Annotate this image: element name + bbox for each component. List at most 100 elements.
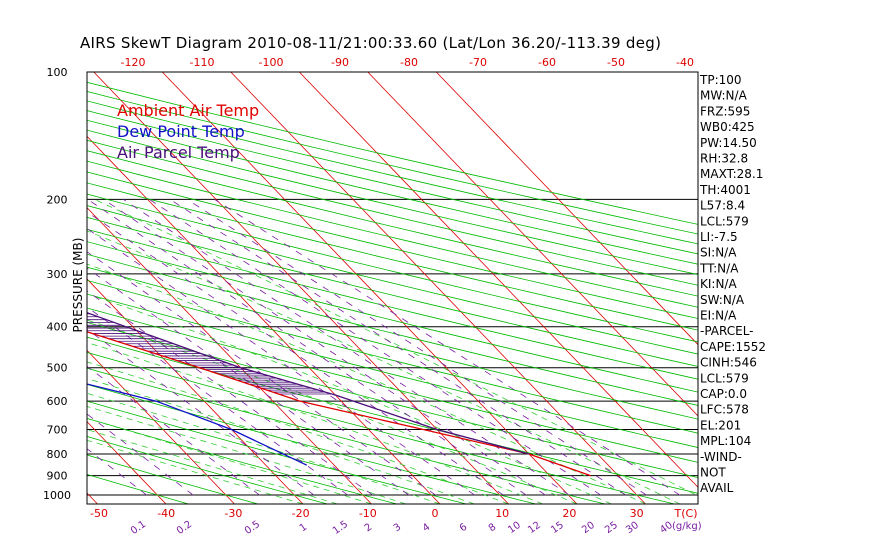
index-label: LI:-7.5 bbox=[700, 230, 738, 244]
parcel-line bbox=[87, 311, 530, 455]
bottom-temp-tick-label: -50 bbox=[90, 507, 108, 520]
mixing-ratio-tick-label: 20 bbox=[580, 520, 597, 536]
bottom-temp-tick-label: 10 bbox=[495, 507, 509, 520]
top-temp-tick-label: -120 bbox=[121, 56, 146, 69]
mixing-ratio-tick-label: 0.2 bbox=[175, 519, 194, 537]
mixing-ratio-tick-label: 0.5 bbox=[243, 519, 262, 537]
index-label: LFC:578 bbox=[700, 403, 749, 417]
bottom-temp-tick-label: 0 bbox=[432, 507, 439, 520]
pressure-tick-label: 300 bbox=[47, 268, 68, 281]
mixing-ratio-tick-label: 25 bbox=[603, 520, 620, 536]
mixing-ratio-tick-label: 8 bbox=[487, 522, 499, 535]
pressure-tick-label: 100 bbox=[47, 66, 68, 79]
dry-adiabat-line bbox=[87, 241, 698, 393]
index-label: MPL:104 bbox=[700, 434, 751, 448]
dry-adiabat-line bbox=[87, 129, 698, 276]
mixing-ratio-tick-label: 1.5 bbox=[331, 519, 350, 537]
index-label: RH:32.8 bbox=[700, 152, 748, 166]
moist-adiabat-line bbox=[87, 293, 612, 504]
index-label: LCL:579 bbox=[700, 214, 749, 228]
index-label: WB0:425 bbox=[700, 120, 755, 134]
dry-adiabat-line bbox=[87, 228, 698, 380]
x-axis-label: T(C) bbox=[674, 507, 698, 520]
dry-adiabat-line bbox=[87, 266, 698, 420]
index-label: -PARCEL- bbox=[700, 324, 754, 338]
mixing-ratio-tick-label: 12 bbox=[526, 520, 543, 536]
dry-adiabat-line bbox=[87, 454, 259, 504]
index-label: L57:8.4 bbox=[700, 199, 745, 213]
moist-adiabat-line bbox=[87, 230, 680, 504]
pressure-tick-label: 1000 bbox=[43, 489, 71, 502]
isotherm-line bbox=[87, 278, 304, 504]
isotherm-line bbox=[87, 349, 235, 504]
pressure-tick-label: 600 bbox=[47, 395, 68, 408]
bottom-temp-tick-label: 20 bbox=[562, 507, 576, 520]
moist-adiabat-line bbox=[87, 378, 475, 504]
moist-adiabat-line bbox=[94, 198, 698, 497]
dry-adiabat-line bbox=[87, 119, 698, 265]
mixing-ratio-line bbox=[87, 199, 527, 496]
top-temp-tick-label: -90 bbox=[331, 56, 349, 69]
mixing-ratio-line bbox=[103, 199, 546, 496]
mixing-ratio-line bbox=[87, 413, 194, 496]
dry-adiabat-line bbox=[87, 367, 606, 504]
dry-adiabat-line bbox=[87, 307, 698, 463]
mixing-ratio-tick-label: 3 bbox=[392, 522, 404, 535]
mixing-ratio-tick-label: 15 bbox=[549, 520, 566, 536]
dry-adiabat-line bbox=[87, 352, 675, 504]
index-label: TP:100 bbox=[699, 73, 742, 87]
pressure-tick-label: 700 bbox=[47, 424, 68, 437]
dry-adiabat-line bbox=[87, 253, 698, 406]
moist-adiabat-line bbox=[87, 319, 578, 504]
isotherm-line bbox=[87, 135, 441, 504]
bottom-temp-tick-label: -40 bbox=[157, 507, 175, 520]
pressure-tick-label: 800 bbox=[47, 448, 68, 461]
dry-adiabat-line bbox=[87, 160, 698, 308]
mixing-ratio-line bbox=[87, 306, 349, 496]
mixing-ratio-line bbox=[186, 199, 647, 496]
index-label: CAP:0.0 bbox=[700, 387, 747, 401]
mixing-ratio-tick-label: 0.1 bbox=[129, 519, 148, 537]
moist-adiabat-line bbox=[87, 342, 543, 504]
dry-adiabat-line bbox=[87, 193, 698, 343]
chart-title: AIRS SkewT Diagram 2010-08-11/21:00:33.6… bbox=[80, 34, 662, 52]
top-temp-tick-label: -60 bbox=[538, 56, 556, 69]
ambient-temp-line bbox=[87, 331, 592, 477]
index-label: AVAIL bbox=[700, 481, 734, 495]
dry-adiabat-line bbox=[87, 383, 536, 504]
mixing-ratio-tick-label: 6 bbox=[458, 522, 470, 535]
dry-adiabat-line bbox=[87, 336, 698, 494]
top-temp-tick-label: -110 bbox=[190, 56, 215, 69]
index-label: SI:N/A bbox=[700, 246, 737, 260]
top-temp-tick-label: -70 bbox=[469, 56, 487, 69]
mixing-ratio-line bbox=[149, 199, 601, 496]
index-label: KI:N/A bbox=[700, 277, 737, 291]
moist-adiabat-line bbox=[87, 361, 509, 504]
index-label: CINH:546 bbox=[700, 356, 757, 370]
isotherm-line bbox=[298, 72, 698, 488]
top-temp-tick-label: -50 bbox=[607, 56, 625, 69]
mixing-ratio-line bbox=[87, 211, 504, 496]
y-axis-label: PRESSURE (MB) bbox=[71, 238, 85, 333]
dry-adiabat-line bbox=[87, 436, 328, 504]
index-label: FRZ:595 bbox=[700, 104, 750, 118]
mixing-ratio-tick-label: 4 bbox=[421, 522, 433, 535]
mixing-ratio-tick-label: 10 bbox=[506, 520, 523, 536]
index-label: TH:4001 bbox=[699, 183, 751, 197]
plot-frame bbox=[86, 71, 699, 505]
dry-adiabat-line bbox=[87, 171, 698, 319]
mixing-ratio-tick-label: 2 bbox=[363, 522, 375, 535]
index-label: TT:N/A bbox=[699, 261, 739, 275]
bottom-temp-tick-label: -20 bbox=[292, 507, 310, 520]
isotherm-line bbox=[0, 72, 29, 504]
index-label: EI:N/A bbox=[700, 309, 737, 323]
dry-adiabat-line bbox=[87, 418, 397, 504]
mixing-ratio-line bbox=[87, 267, 410, 496]
mixing-ratio-tick-label: 30 bbox=[624, 520, 641, 536]
bottom-temp-tick-label: -10 bbox=[359, 507, 377, 520]
bottom-temp-tick-label: -30 bbox=[224, 507, 242, 520]
mixing-ratio-line bbox=[87, 290, 373, 496]
dry-adiabat-line bbox=[87, 279, 698, 434]
isotherm-line bbox=[435, 72, 698, 346]
dry-adiabat-line bbox=[87, 400, 467, 504]
